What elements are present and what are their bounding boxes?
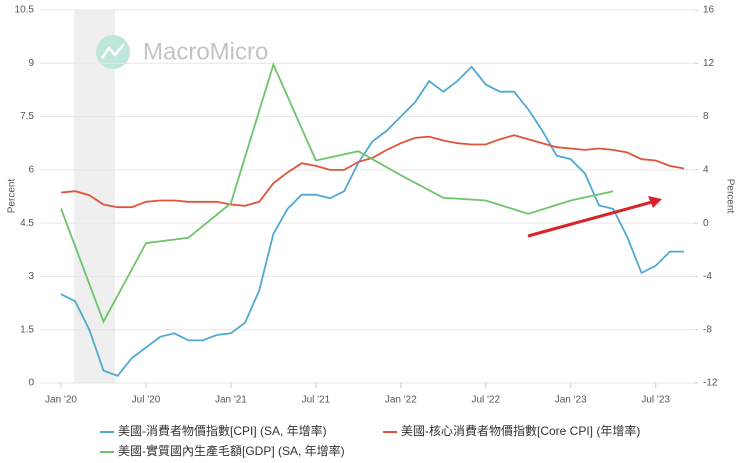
- y2-tick-label: -8: [703, 324, 712, 335]
- y2-tick-label: 8: [703, 111, 709, 122]
- x-tick-label: Jul '20: [132, 395, 161, 406]
- x-tick-label: Jul '23: [641, 395, 670, 406]
- legend-label: 美國-實質國內生產毛額[GDP] (SA, 年增率): [118, 443, 345, 458]
- y-tick-label: 0: [28, 378, 34, 389]
- series-line: [60, 134, 685, 209]
- series-line: [60, 62, 614, 324]
- y2-tick-label: -12: [703, 378, 718, 389]
- shaded-band: [74, 10, 115, 383]
- x-tick-label: Jan '21: [215, 395, 247, 406]
- y2-tick-label: 0: [703, 218, 709, 229]
- series-line: [60, 65, 684, 377]
- x-tick-label: Jan '22: [385, 395, 417, 406]
- annotation-arrowhead: [648, 196, 662, 208]
- x-tick-label: Jan '20: [45, 395, 77, 406]
- x-tick-label: Jan '23: [555, 395, 587, 406]
- watermark: MacroMicro: [143, 38, 268, 65]
- y2-axis-label: Percent: [724, 179, 735, 214]
- legend-label: 美國-核心消費者物價指數[Core CPI] (年增率): [401, 423, 640, 438]
- y-tick-label: 7.5: [20, 111, 34, 122]
- y-tick-label: 6: [28, 164, 34, 175]
- y-tick-label: 4.5: [20, 218, 34, 229]
- annotation-arrow: [527, 200, 653, 238]
- y2-tick-label: -4: [703, 271, 712, 282]
- y-tick-label: 10.5: [15, 5, 35, 16]
- y2-tick-label: 16: [703, 5, 715, 16]
- y2-tick-label: 12: [703, 58, 715, 69]
- x-tick-label: Jul '22: [471, 395, 500, 406]
- y2-tick-label: 4: [703, 164, 709, 175]
- y-tick-label: 3: [28, 271, 34, 282]
- watermark-logo: [96, 35, 130, 69]
- y-tick-label: 1.5: [20, 324, 34, 335]
- y-axis-label: Percent: [7, 179, 18, 214]
- legend-label: 美國-消費者物價指數[CPI] (SA, 年增率): [118, 423, 327, 438]
- y-tick-label: 9: [28, 58, 34, 69]
- x-tick-label: Jul '21: [302, 395, 331, 406]
